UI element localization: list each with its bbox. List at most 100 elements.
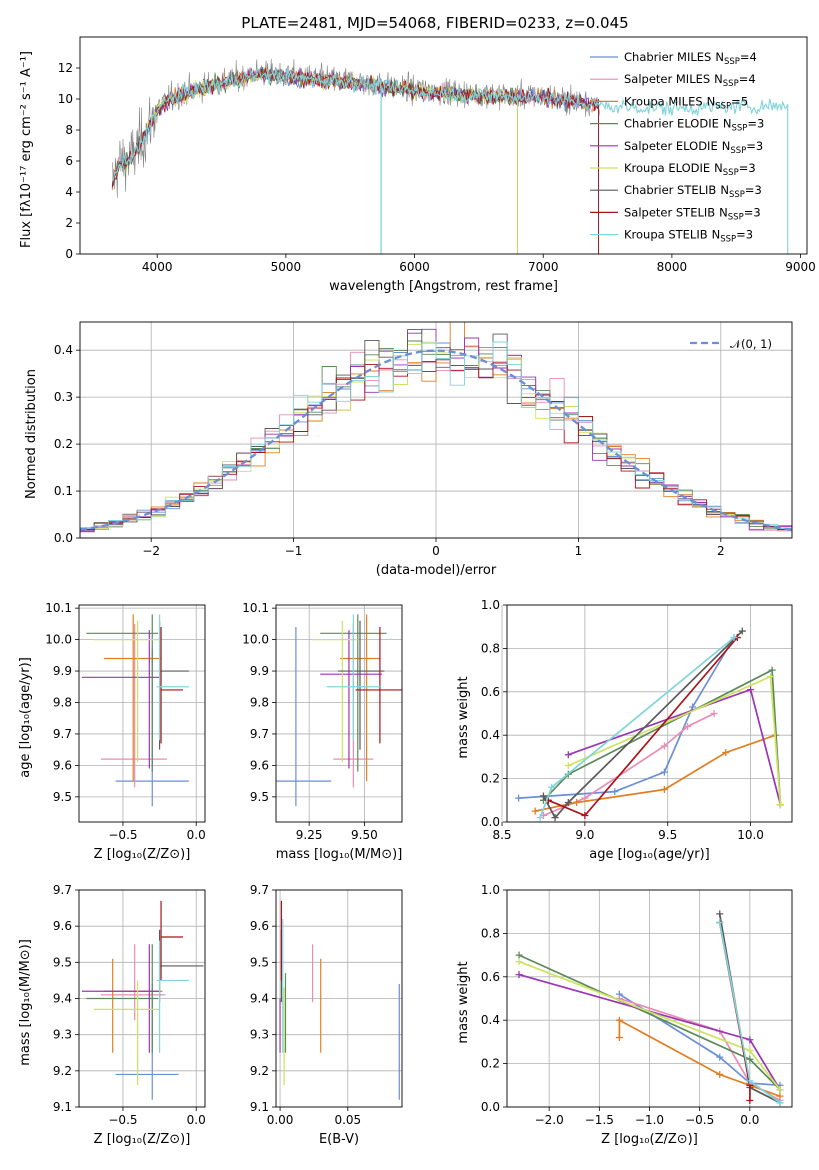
legend-equals: =: [739, 161, 749, 175]
series-marker: [768, 666, 776, 674]
x-tick-label: 0.05: [334, 1113, 361, 1127]
y-tick-label: 9.3: [53, 1028, 72, 1042]
y-tick-label: 12: [58, 61, 73, 75]
series-marker: [738, 627, 746, 635]
series-marker: [564, 798, 572, 806]
x-tick-label: 9.5: [658, 828, 677, 842]
y-tick-label: 6: [65, 154, 73, 168]
massweight-vs-age-panel: 8.5 9.0 9.5 10.0 0.0 0.2 0.4 0.6 0.8 1.0 age [log₁…: [456, 598, 793, 862]
legend-n-prefix: N: [707, 94, 716, 108]
y-tick-label: 9.6: [53, 758, 72, 772]
series-marker: [515, 951, 523, 959]
y-tick-label: 0.2: [481, 772, 500, 786]
x-tick-label: 9.0: [575, 828, 594, 842]
y-tick-label: 9.8: [250, 695, 269, 709]
series-marker: [564, 762, 572, 770]
x-axis-label: wavelength [Angstrom, rest frame]: [329, 279, 558, 294]
y-tick-label: 9.9: [250, 664, 269, 678]
y-axis-label: age [log₁₀(age/yr)]: [18, 657, 33, 778]
y-axis-label: mass weight: [456, 961, 471, 1043]
legend-library: Chabrier ELODIE: [624, 117, 719, 131]
series-marker: [531, 807, 539, 815]
y-tick-label: 0: [65, 247, 73, 261]
x-tick-label: −0.5: [685, 1113, 714, 1127]
y-tick-label: 9.5: [250, 955, 269, 969]
legend-n-value: 3: [757, 117, 764, 131]
series-line-3: [542, 668, 782, 805]
massweight-vs-metallicity-panel: −2.0 −1.5 −1.0 −0.5 0.0 0.0 0.2 0.4 0.6 0.8 1.0 Z […: [456, 883, 793, 1147]
series-marker: [746, 1077, 754, 1085]
y-tick-label: 0.2: [481, 1057, 500, 1071]
legend-entry: Kroupa ELODIE NSSP=3: [624, 161, 756, 178]
y-tick-label: 10.0: [242, 633, 269, 647]
y-tick-label: 0.4: [481, 728, 500, 742]
figure-title: PLATE=2481, MJD=54068, FIBERID=0233, z=0…: [241, 14, 628, 32]
legend-entry: Kroupa STELIB NSSP=3: [624, 228, 753, 245]
x-tick-label: 9000: [785, 260, 816, 274]
y-tick-label: 2: [65, 216, 73, 230]
series-line-0: [518, 637, 735, 799]
legend-equals: =: [731, 94, 741, 108]
plot-area: [111, 58, 789, 254]
y-tick-label: 9.7: [53, 883, 72, 897]
series-marker: [776, 1086, 784, 1094]
axes-frame: [275, 604, 403, 823]
series-marker: [746, 1036, 754, 1044]
x-tick-label: −1.0: [635, 1113, 664, 1127]
series-line-0: [618, 993, 781, 1087]
legend-equals: =: [744, 205, 754, 219]
residuals-histogram-panel: −2 −1 0 1 2 0.0 0.1 0.2 0.3 0.4 (data-model)/error…: [24, 321, 793, 578]
series-marker: [539, 792, 547, 800]
x-axis-label: age [log₁₀(age/yr)]: [589, 847, 710, 862]
legend-subscript: SSP: [715, 101, 731, 111]
y-tick-label: 0.2: [54, 437, 73, 451]
x-axis-label: Z [log₁₀(Z/Z⊙)]: [94, 1132, 191, 1147]
y-tick-label: 0.4: [481, 1013, 500, 1027]
y-tick-label: 9.7: [53, 727, 72, 741]
legend-n-value: 3: [748, 161, 755, 175]
plot-area: [80, 322, 792, 536]
legend-n-prefix: N: [723, 117, 732, 131]
x-axis-label: (data-model)/error: [376, 563, 497, 578]
legend-entry: Chabrier MILES NSSP=4: [624, 50, 757, 67]
legend-library: Salpeter MILES: [624, 72, 710, 86]
plot-area: [276, 614, 402, 807]
series-marker: [716, 1070, 724, 1078]
x-tick-label: 5000: [271, 260, 302, 274]
reference-legend-label: 𝒩(0, 1): [730, 337, 772, 351]
legend-n-value: 3: [755, 183, 762, 197]
legend-entry: Salpeter ELODIE NSSP=3: [624, 139, 763, 156]
x-tick-label: −1: [285, 544, 303, 558]
y-tick-label: 8: [65, 123, 73, 137]
series-marker: [611, 788, 619, 796]
x-tick-label: 0.0: [740, 1113, 759, 1127]
y-axis-label: Normed distribution: [24, 369, 39, 499]
legend-library: Salpeter STELIB: [624, 205, 715, 219]
legend-n-prefix: N: [722, 139, 731, 153]
y-tick-label: 9.1: [53, 1100, 72, 1114]
x-axis-label: E(B-V): [319, 1132, 359, 1147]
x-tick-label: 6000: [399, 260, 430, 274]
legend-n-value: 4: [748, 72, 755, 86]
legend-entry: Kroupa MILES NSSP=5: [624, 94, 748, 111]
y-tick-label: 10: [58, 92, 73, 106]
series-marker: [615, 1016, 623, 1024]
series-marker: [515, 971, 523, 979]
age-vs-mass-panel: 9.25 9.50 9.5 9.6 9.7 9.8 9.9 10.0 10.1 mass [log…: [242, 601, 403, 862]
x-axis-label: Z [log₁₀(Z/Z⊙)]: [94, 847, 191, 862]
legend-n-value: 4: [750, 50, 757, 64]
y-tick-label: 9.5: [250, 790, 269, 804]
y-tick-label: 9.5: [53, 955, 72, 969]
series-line-5: [567, 675, 782, 805]
x-tick-label: 8000: [657, 260, 688, 274]
legend-n-prefix: N: [719, 205, 728, 219]
series-marker: [573, 798, 581, 806]
y-axis-label: Flux [fλ10⁻¹⁷ erg cm⁻² s⁻¹ A⁻¹]: [19, 51, 34, 248]
y-tick-label: 0.0: [481, 815, 500, 829]
y-tick-label: 0.6: [481, 970, 500, 984]
x-tick-label: 9.50: [351, 828, 378, 842]
legend-equals: =: [736, 228, 746, 242]
series-marker: [689, 703, 697, 711]
x-tick-label: −2.0: [535, 1113, 564, 1127]
